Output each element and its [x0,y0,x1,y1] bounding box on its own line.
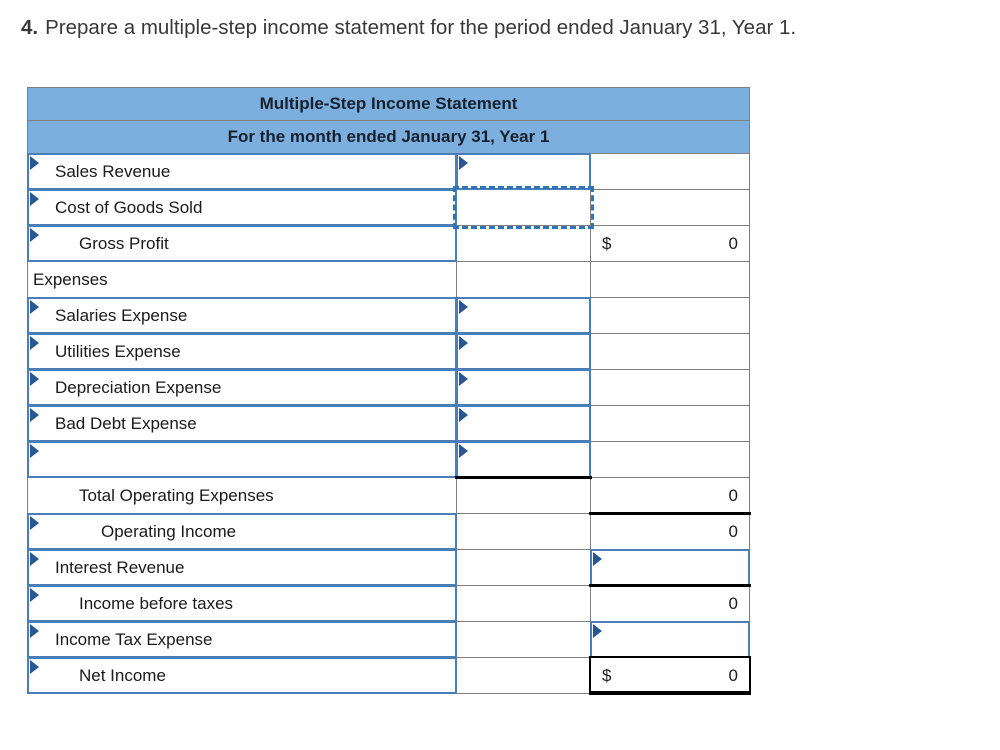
empty-cell-mid-income-tax-expense [457,622,591,658]
dropdown-marker-icon [30,336,39,350]
static-label-expenses: Expenses [28,262,457,298]
empty-cell-right-sales-revenue [591,154,750,190]
dropdown-marker-icon [30,372,39,386]
label-text: Total Operating Expenses [79,485,274,505]
empty-cell-right-bad-debt-expense [591,406,750,442]
dropdown-marker-icon [459,156,468,170]
account-select-salaries-expense[interactable]: Salaries Expense [27,297,457,334]
dropdown-marker-icon [459,408,468,422]
label-text: Income Tax Expense [55,629,213,649]
label-text: Interest Revenue [55,557,185,577]
computed-value-gross-profit: $0 [591,226,750,262]
amount-input-bad-debt-expense[interactable] [456,405,591,442]
account-select-income-before-taxes[interactable]: Income before taxes [27,585,457,622]
account-select-blank[interactable] [27,441,457,478]
empty-cell-mid-operating-income [457,514,591,550]
empty-cell-right-cost-of-goods-sold [591,190,750,226]
label-text: Gross Profit [79,233,169,253]
empty-cell-mid-net-income [457,658,591,694]
dollar-sign: $ [602,233,612,253]
empty-cell-mid-income-before-taxes [457,586,591,622]
account-select-utilities-expense[interactable]: Utilities Expense [27,333,457,370]
question-text: Prepare a multiple-step income statement… [45,16,797,39]
static-label-total-operating-expenses: Total Operating Expenses [28,478,457,514]
account-select-net-income[interactable]: Net Income [27,657,457,694]
dropdown-marker-icon [459,372,468,386]
account-select-gross-profit[interactable]: Gross Profit [27,225,457,262]
value-text: 0 [728,521,738,541]
empty-cell-right-salaries-expense [591,298,750,334]
computed-value-income-before-taxes: 0 [589,584,751,622]
active-cell-selection-outline [453,186,594,229]
dropdown-marker-icon [30,300,39,314]
value-text: 0 [728,233,738,253]
empty-cell-right-depreciation-expense [591,370,750,406]
question-number: 4. [21,16,39,39]
empty-cell-mid-total-operating-expenses [455,476,592,514]
dropdown-marker-icon [30,516,39,530]
dropdown-marker-icon [459,444,468,458]
amount-input-blank[interactable] [456,441,591,478]
computed-value-total-operating-expenses: 0 [591,478,750,514]
computed-value-operating-income: 0 [589,512,751,550]
amount-input-interest-revenue[interactable] [590,549,750,586]
account-select-income-tax-expense[interactable]: Income Tax Expense [27,621,457,658]
dropdown-marker-icon [593,552,602,566]
computed-value-net-income: $0 [589,656,751,695]
dropdown-marker-icon [30,192,39,206]
label-text: Utilities Expense [55,341,181,361]
account-select-bad-debt-expense[interactable]: Bad Debt Expense [27,405,457,442]
amount-input-selected-cost-of-goods-sold[interactable] [453,186,594,229]
label-text: Expenses [33,269,108,289]
dropdown-marker-icon [30,624,39,638]
account-select-cost-of-goods-sold[interactable]: Cost of Goods Sold [27,189,457,226]
dropdown-marker-icon [30,444,39,458]
account-select-depreciation-expense[interactable]: Depreciation Expense [27,369,457,406]
dollar-sign: $ [602,665,612,685]
value-text: 0 [728,665,738,685]
dropdown-marker-icon [30,552,39,566]
account-select-sales-revenue[interactable]: Sales Revenue [27,153,457,190]
income-statement-table: Multiple-Step Income Statement For the m… [27,87,751,695]
label-text: Cost of Goods Sold [55,197,203,217]
dropdown-marker-icon [593,624,602,638]
statement-period-header: For the month ended January 31, Year 1 [28,121,750,154]
empty-cell-mid-expenses [457,262,591,298]
dropdown-marker-icon [30,156,39,170]
account-select-interest-revenue[interactable]: Interest Revenue [27,549,457,586]
dropdown-marker-icon [459,300,468,314]
amount-input-salaries-expense[interactable] [456,297,591,334]
amount-input-utilities-expense[interactable] [456,333,591,370]
value-text: 0 [728,485,738,505]
page-title: 4. Prepare a multiple-step income stateme… [21,16,796,40]
amount-input-sales-revenue[interactable] [456,153,591,190]
empty-cell-right-utilities-expense [591,334,750,370]
empty-cell-mid-gross-profit [457,226,591,262]
empty-cell-right-expenses [591,262,750,298]
label-text: Salaries Expense [55,305,188,325]
amount-input-income-tax-expense[interactable] [590,621,750,658]
label-text: Bad Debt Expense [55,413,197,433]
label-text: Sales Revenue [55,161,171,181]
account-select-operating-income[interactable]: Operating Income [27,513,457,550]
label-text: Depreciation Expense [55,377,222,397]
empty-cell-mid-interest-revenue [457,550,591,586]
dropdown-marker-icon [30,228,39,242]
label-text: Operating Income [101,521,237,541]
dropdown-marker-icon [30,408,39,422]
label-text: Net Income [79,665,166,685]
dropdown-marker-icon [30,660,39,674]
amount-input-depreciation-expense[interactable] [456,369,591,406]
statement-title-header: Multiple-Step Income Statement [28,88,750,121]
value-text: 0 [728,593,738,613]
dropdown-marker-icon [30,588,39,602]
label-text: Income before taxes [79,593,234,613]
empty-cell-right-blank [591,442,750,478]
dropdown-marker-icon [459,336,468,350]
